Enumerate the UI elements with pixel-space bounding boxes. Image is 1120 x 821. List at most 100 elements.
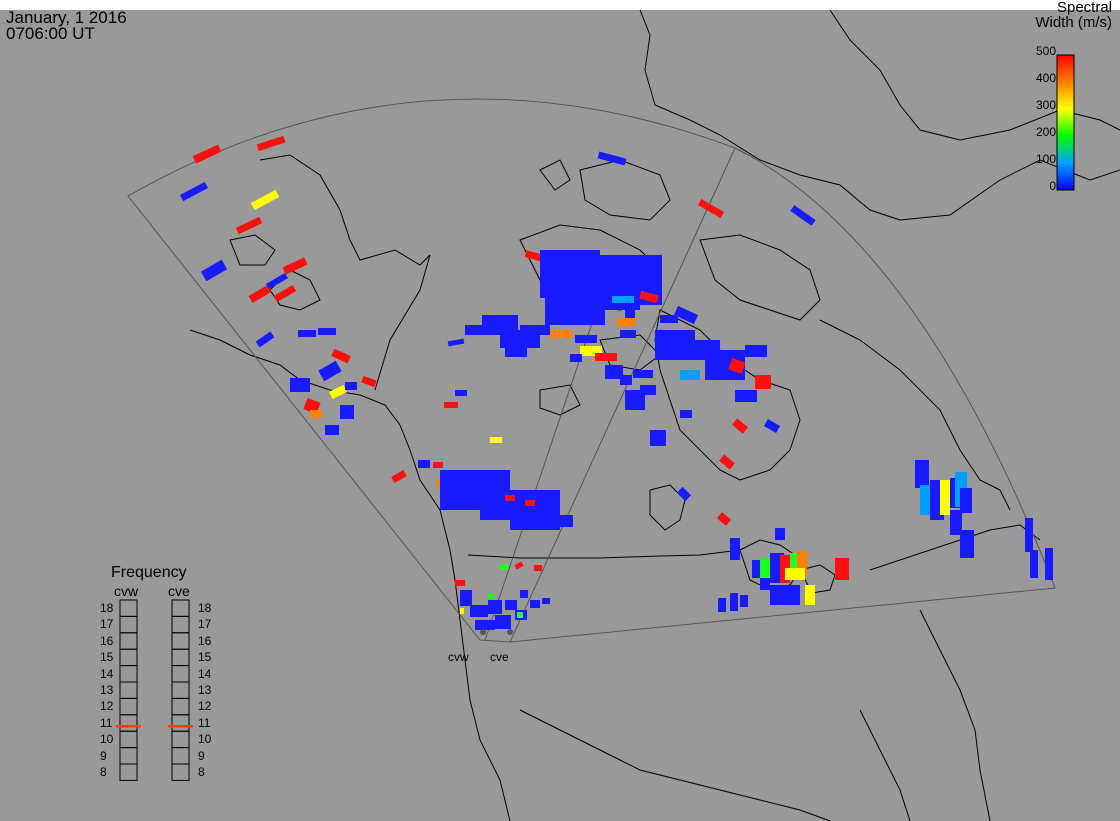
data-cell: [960, 488, 972, 513]
frequency-label-right: 15: [198, 650, 212, 665]
frequency-label-right: 17: [198, 617, 212, 632]
frequency-label-left: 9: [100, 748, 107, 763]
data-cell: [1025, 518, 1033, 552]
data-cell: [447, 338, 465, 347]
data-cell: [520, 325, 550, 335]
data-cell: [273, 284, 297, 303]
cve-site-marker: [507, 629, 513, 635]
colorbar-tick: 300: [1035, 98, 1056, 112]
data-cell: [620, 375, 632, 385]
frequency-label-right: 13: [198, 683, 212, 697]
colorbar-tick: 400: [1035, 71, 1056, 85]
frequency-label-left: 15: [100, 650, 114, 665]
frequency-box: [171, 648, 190, 667]
frequency-box: [119, 615, 138, 634]
data-cell: [676, 486, 692, 502]
data-cell: [525, 500, 535, 506]
data-cell: [633, 370, 653, 378]
frequency-box: [119, 681, 138, 699]
frequency-label-right: 8: [198, 765, 205, 779]
data-cell: [797, 551, 807, 576]
data-cell: [805, 585, 815, 605]
frequency-box: [171, 730, 190, 749]
frequency-label-right: 11: [198, 715, 211, 730]
data-cell: [790, 553, 800, 578]
data-cell: [775, 528, 785, 540]
frequency-label-left: 18: [100, 601, 114, 615]
data-cell: [250, 189, 280, 211]
frequency-box: [171, 714, 190, 732]
colorbar-title-line2: Width (m/s): [1035, 14, 1112, 31]
radar-label-cve: cve: [490, 650, 509, 664]
data-cell: [325, 425, 339, 435]
data-cell: [488, 600, 502, 614]
frequency-label-left: 11: [100, 715, 113, 730]
data-cell: [282, 257, 308, 275]
data-cell: [785, 568, 805, 580]
data-cell: [770, 585, 800, 605]
data-cell: [730, 593, 738, 611]
data-cell: [290, 378, 310, 392]
frequency-box: [171, 632, 190, 650]
data-cell: [605, 365, 623, 379]
data-cell: [950, 510, 962, 535]
data-cell: [329, 384, 347, 400]
data-cell: [455, 390, 467, 396]
frequency-label-left: 12: [100, 699, 114, 714]
data-cell: [361, 375, 377, 388]
data-cell: [265, 272, 289, 290]
data-cell: [391, 469, 407, 484]
data-cell: [740, 595, 748, 607]
frequency-label-left: 8: [100, 765, 107, 779]
data-cell: [620, 330, 636, 338]
frequency-scales: [116, 599, 193, 781]
frequency-box: [119, 714, 138, 732]
data-cell: [732, 418, 748, 434]
frequency-box: [119, 763, 138, 781]
data-cell: [340, 405, 354, 419]
data-cell: [680, 410, 692, 418]
data-cell: [298, 330, 316, 337]
data-cell: [718, 598, 726, 612]
data-cell: [612, 296, 634, 303]
frequency-box: [119, 730, 138, 749]
data-cell: [490, 437, 502, 443]
colorbar-tick: 200: [1035, 125, 1056, 139]
data-cell: [728, 357, 746, 375]
data-cell: [745, 345, 767, 357]
colorbar-tick: 100: [1035, 152, 1056, 166]
frequency-header-cve: cve: [168, 583, 190, 599]
frequency-box: [119, 599, 138, 617]
data-cell: [595, 353, 617, 361]
time-label: 0706:00 UT: [6, 24, 95, 43]
data-cell: [318, 360, 342, 382]
data-cell: [345, 382, 357, 390]
data-cell: [655, 330, 695, 360]
data-cell: [752, 560, 762, 578]
data-cell: [570, 354, 582, 362]
data-cell: [617, 318, 635, 326]
colorbar-tick: 500: [1035, 44, 1056, 58]
frequency-label-left: 14: [100, 666, 114, 681]
data-cell: [248, 285, 272, 303]
data-cell: [940, 480, 950, 515]
data-cell: [444, 402, 458, 408]
data-cell: [460, 608, 464, 614]
data-cell: [418, 460, 430, 468]
data-cell: [192, 144, 222, 164]
frequency-header-cvw: cvw: [114, 583, 139, 599]
data-cell: [460, 590, 472, 606]
frequency-label-left: 10: [100, 732, 114, 747]
data-cell: [235, 216, 263, 235]
radar-fov-outlines: [127, 98, 1056, 643]
frequency-label-left: 17: [100, 617, 114, 632]
frequency-box: [119, 632, 138, 650]
data-cell: [735, 390, 757, 402]
map-canvas: [116, 10, 1120, 821]
cvw-site-marker: [480, 629, 486, 635]
data-cell: [1030, 550, 1038, 578]
frequency-label-right: 14: [198, 666, 212, 681]
colorbar-tick: 0: [1049, 179, 1056, 193]
frequency-box: [171, 763, 190, 781]
